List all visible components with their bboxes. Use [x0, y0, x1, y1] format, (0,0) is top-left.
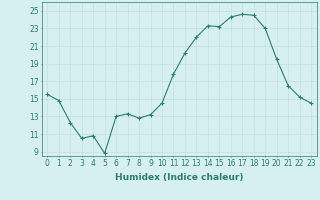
X-axis label: Humidex (Indice chaleur): Humidex (Indice chaleur): [115, 173, 244, 182]
